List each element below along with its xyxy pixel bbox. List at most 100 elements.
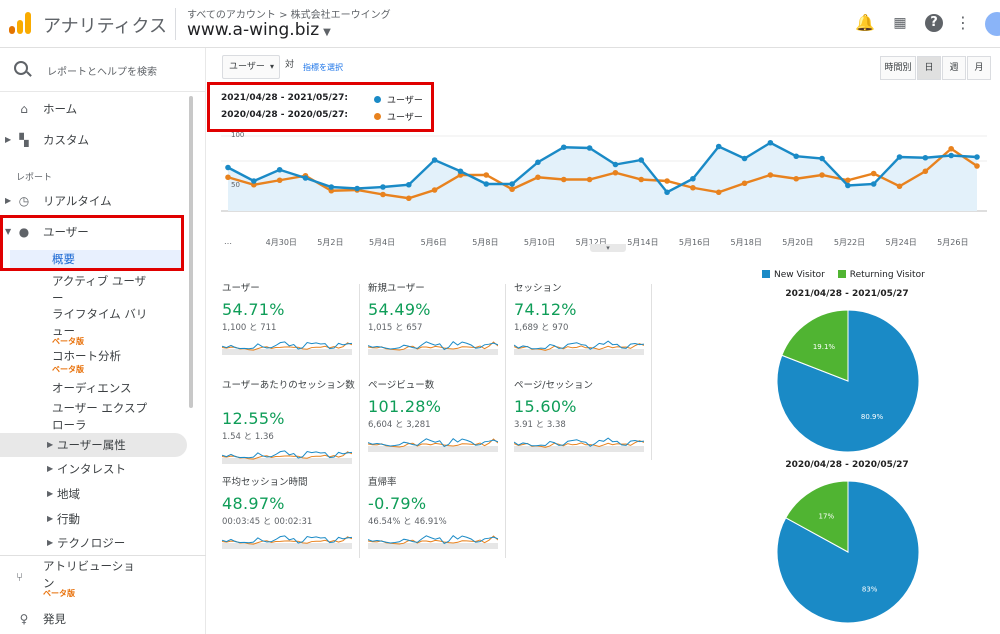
apps-grid-icon[interactable]: ▦ (893, 15, 907, 31)
data-point-previous[interactable] (586, 176, 593, 183)
day-button[interactable]: 日 (917, 56, 941, 80)
data-point-current[interactable] (664, 189, 670, 196)
data-point-current[interactable] (715, 143, 722, 150)
data-point-previous[interactable] (276, 177, 283, 184)
help-icon[interactable]: ? (925, 14, 943, 32)
sidebar-item-lifetime-value[interactable]: ライフタイム バリュー (52, 307, 148, 338)
select-metric-link[interactable]: 指標を選択 (303, 63, 343, 72)
sidebar-item-overview[interactable]: 概要 (52, 252, 75, 266)
hourly-button[interactable]: 時間別 (880, 56, 916, 80)
data-point-previous[interactable] (612, 169, 619, 176)
data-point-current[interactable] (586, 145, 593, 151)
data-point-current[interactable] (612, 161, 619, 168)
sidebar-item-cohort[interactable]: コホート分析 (52, 349, 121, 363)
data-point-previous[interactable] (767, 172, 774, 178)
data-point-previous[interactable] (535, 174, 541, 181)
metric-tile[interactable]: ユーザー 54.71% 1,100 と 711 (222, 283, 358, 355)
data-point-previous[interactable] (431, 187, 438, 193)
sidebar-item-demographics[interactable]: ▶ ユーザー属性 (0, 433, 190, 457)
sidebar-search[interactable]: レポートとヘルプを検索 (0, 48, 206, 92)
data-point-previous[interactable] (896, 183, 903, 190)
property-selector[interactable]: www.a-wing.biz ▼ (187, 20, 331, 40)
sidebar-item-user-explorer[interactable]: ユーザー エクスプローラ (52, 401, 148, 432)
data-point-previous[interactable] (741, 180, 748, 187)
sidebar-item-technology[interactable]: ▶ テクノロジー (0, 531, 190, 555)
data-point-previous[interactable] (380, 191, 386, 198)
metric-tile[interactable]: ユーザーあたりのセッション数 12.55% 1.54 と 1.36 (222, 380, 358, 464)
data-point-previous[interactable] (225, 174, 231, 181)
sidebar-item-user[interactable]: ▼ ● ユーザー (0, 220, 190, 244)
week-button[interactable]: 週 (942, 56, 966, 80)
data-point-current[interactable] (457, 168, 464, 175)
data-point-current[interactable] (560, 144, 567, 151)
data-point-previous[interactable] (922, 168, 929, 175)
data-point-current[interactable] (896, 154, 903, 160)
data-point-current[interactable] (328, 184, 335, 190)
data-point-previous[interactable] (948, 145, 954, 152)
data-point-current[interactable] (251, 178, 257, 184)
sidebar-item-behavior[interactable]: ▶ 行動 (0, 507, 190, 531)
data-point-previous[interactable] (560, 176, 567, 183)
more-vert-icon[interactable]: ⋮ (955, 13, 971, 32)
metric-tile[interactable]: セッション 74.12% 1,689 と 970 (514, 283, 650, 355)
data-point-current[interactable] (405, 181, 412, 188)
data-point-previous[interactable] (845, 177, 851, 184)
data-point-current[interactable] (819, 155, 825, 162)
data-point-previous[interactable] (819, 172, 825, 178)
data-point-previous[interactable] (870, 170, 877, 177)
data-point-previous[interactable] (638, 176, 645, 183)
sidebar-scrollbar[interactable] (189, 96, 193, 408)
data-point-current[interactable] (690, 175, 696, 182)
metric-tile[interactable]: ページビュー数 101.28% 6,604 と 3,281 (368, 380, 504, 452)
data-point-current[interactable] (302, 175, 309, 181)
data-point-current[interactable] (948, 152, 954, 159)
data-point-current[interactable] (380, 184, 386, 190)
data-point-current[interactable] (974, 154, 980, 160)
bell-icon[interactable]: 🔔 (855, 13, 875, 32)
data-point-previous[interactable] (509, 186, 515, 193)
avatar[interactable] (985, 12, 1000, 36)
metric-tile[interactable]: 新規ユーザー 54.49% 1,015 と 657 (368, 283, 504, 355)
sidebar-item-active-users[interactable]: アクティブ ユーザー (52, 274, 147, 305)
metric-tile[interactable]: 直帰率 -0.79% 46.54% と 46.91% (368, 477, 504, 549)
data-point-previous[interactable] (715, 189, 722, 196)
data-point-current[interactable] (767, 139, 774, 146)
data-point-current[interactable] (535, 159, 541, 166)
pie-slice-returning-visitor[interactable] (785, 480, 849, 553)
metric-tile[interactable]: ページ/セッション 15.60% 3.91 と 3.38 (514, 380, 650, 452)
data-point-previous[interactable] (483, 172, 490, 178)
data-point-current[interactable] (483, 181, 490, 187)
pie-slice-returning-visitor[interactable] (781, 309, 849, 382)
data-point-current[interactable] (354, 185, 360, 192)
month-button[interactable]: 月 (967, 56, 991, 80)
data-point-current[interactable] (793, 153, 800, 160)
sidebar-item-home[interactable]: ⌂ ホーム (0, 97, 190, 121)
sidebar-item-discover[interactable]: ♀ 発見 (0, 607, 190, 631)
data-point-current[interactable] (638, 157, 645, 163)
data-point-previous[interactable] (405, 195, 412, 202)
sidebar-item-audiences[interactable]: オーディエンス (52, 381, 132, 395)
sidebar-item-custom[interactable]: ▶ ▚ カスタム (0, 128, 190, 152)
data-point-current[interactable] (870, 181, 877, 187)
metric-tile[interactable]: 平均セッション時間 48.97% 00:03:45 と 00:02:31 (222, 477, 358, 549)
sidebar-item-geo[interactable]: ▶ 地域 (0, 482, 190, 506)
sidebar-item-realtime[interactable]: ▶ ◷ リアルタイム (0, 189, 190, 213)
data-point-current[interactable] (922, 154, 929, 161)
metric-dropdown[interactable]: ユーザー (222, 55, 280, 79)
analytics-logo[interactable] (9, 12, 31, 34)
data-point-previous[interactable] (974, 163, 980, 169)
data-point-current[interactable] (225, 164, 231, 171)
data-point-current[interactable] (509, 181, 515, 187)
data-point-current[interactable] (845, 182, 851, 189)
data-point-previous[interactable] (690, 184, 696, 191)
data-point-current[interactable] (741, 155, 748, 162)
sidebar-item-interests[interactable]: ▶ インタレスト (0, 457, 190, 481)
breadcrumb[interactable]: すべてのアカウント > 株式会社エーウイング (187, 10, 391, 21)
data-point-current[interactable] (431, 157, 438, 163)
sidebar-item-attribution[interactable]: アトリビューション (43, 559, 135, 590)
chart-collapse-handle[interactable]: ▾ (590, 244, 626, 252)
data-point-previous[interactable] (793, 175, 800, 182)
data-point-previous[interactable] (664, 178, 670, 184)
x-tick-label: 5月20日 (782, 238, 814, 247)
data-point-current[interactable] (276, 166, 283, 173)
